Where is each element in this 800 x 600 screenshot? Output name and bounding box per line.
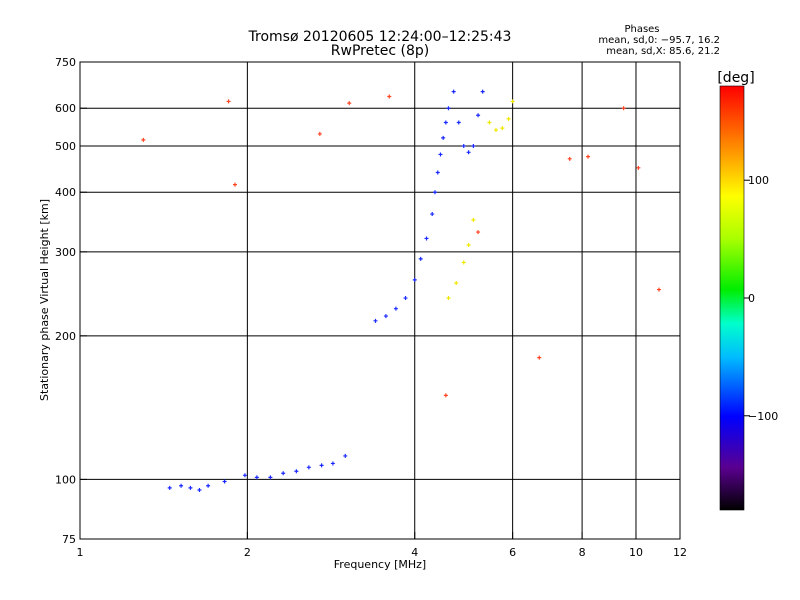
data-point [387,94,392,99]
data-point [418,256,423,261]
data-point [412,277,417,282]
data-point [188,485,193,490]
data-point [510,99,515,104]
data-point [537,355,542,360]
axis-ticks [79,61,681,540]
x-axis-label: Frequency [MHz] [334,558,426,571]
data-point [222,479,227,484]
chart-subtitle: RwPretec (8p) [331,43,429,59]
data-point [319,463,324,468]
colorbar-tick-label: 0 [748,292,755,305]
data-point [476,113,481,118]
plot-frame [79,61,681,540]
data-point [461,260,466,265]
data-point [432,190,437,195]
y-tick-label: 100 [55,473,76,486]
data-point [141,137,146,142]
data-point [466,243,471,248]
x-tick-labels: 1 2 4 6 8 10 12 [77,546,688,559]
gridlines [80,62,680,539]
phases-title: Phases [624,24,659,35]
data-point [294,469,299,474]
data-point [343,453,348,458]
data-point [586,154,591,159]
data-point [179,483,184,488]
colorbar-ticks: 100 0 −100 [744,174,778,423]
data-point [438,152,443,157]
data-point [435,170,440,175]
data-point [487,120,492,125]
data-point [226,99,231,104]
chart-title: Tromsø 20120605 12:24:00–12:25:43 [248,29,512,45]
data-point [306,465,311,470]
data-point [656,287,661,292]
data-point [383,314,388,319]
colorbar [719,85,745,511]
data-point [206,483,211,488]
y-tick-labels: 75 100 200 300 400 500 600 750 [55,56,76,546]
data-point [506,116,511,121]
x-tick-label: 2 [244,546,251,559]
data-point [393,306,398,311]
data-point [446,296,451,301]
y-tick-label: 75 [62,533,76,546]
data-point [254,475,259,480]
x-tick-label: 10 [629,546,643,559]
colorbar-tick-label: 100 [748,174,769,187]
y-tick-label: 200 [55,330,76,343]
colorbar-label: [deg] [717,70,754,86]
y-tick-label: 600 [55,102,76,115]
data-point [197,488,202,493]
data-point [480,89,485,94]
y-tick-label: 500 [55,140,76,153]
colorbar-tick-label: −100 [748,410,778,423]
x-tick-label: 8 [579,546,586,559]
data-point [636,165,641,170]
data-point [347,101,352,106]
y-tick-label: 400 [55,186,76,199]
data-markers [141,89,661,493]
data-point [242,473,247,478]
data-point [403,296,408,301]
phases-line-0: mean, sd,0: −95.7, 16.2 [598,35,720,46]
phases-line-1: mean, sd,X: 85.6, 21.2 [606,46,720,57]
y-axis-label: Stationary phase Virtual Height [km] [38,199,51,401]
data-point [330,461,335,466]
data-point [493,128,498,133]
x-tick-label: 12 [673,546,687,559]
data-point [232,182,237,187]
data-point [317,131,322,136]
data-point [451,89,456,94]
data-point [373,318,378,323]
x-tick-label: 4 [411,546,418,559]
data-point [456,120,461,125]
data-point [461,143,466,148]
data-point [471,217,476,222]
data-point [621,106,626,111]
x-tick-label: 1 [77,546,84,559]
data-point [443,393,448,398]
data-point [268,475,273,480]
y-tick-label: 750 [55,56,76,69]
data-point [500,126,505,131]
x-tick-label: 6 [509,546,516,559]
data-point [167,485,172,490]
data-point [430,212,435,217]
data-point [446,106,451,111]
data-point [281,471,286,476]
data-point [454,281,459,286]
data-point [466,150,471,155]
data-point [567,156,572,161]
data-point [424,236,429,241]
y-tick-label: 300 [55,246,76,259]
data-point [443,120,448,125]
data-point [441,135,446,140]
data-point [471,143,476,148]
data-point [476,230,481,235]
